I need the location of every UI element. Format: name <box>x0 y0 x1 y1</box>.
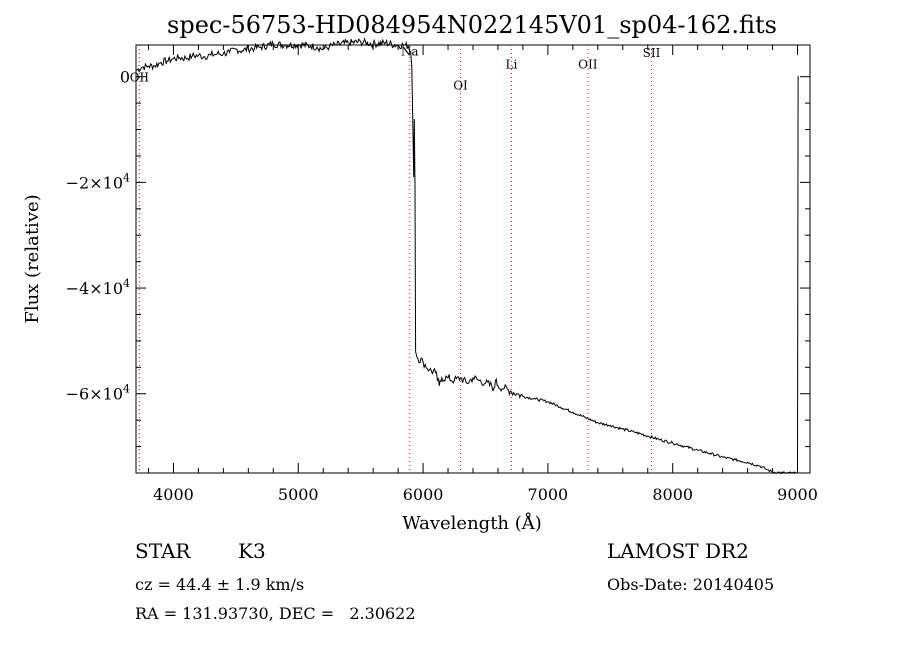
y-tick-label: −2×104 <box>66 171 130 192</box>
x-tick-label: 7000 <box>528 485 569 504</box>
spectral-line-label: Li <box>506 57 518 71</box>
x-tick-label: 9000 <box>777 485 818 504</box>
x-tick-label: 5000 <box>278 485 319 504</box>
y-axis-label: Flux (relative) <box>22 194 43 323</box>
y-tick-label: −4×104 <box>66 277 130 298</box>
object-class: STAR <box>135 539 191 563</box>
chart-title: spec-56753-HD084954N022145V01_sp04-162.f… <box>167 11 777 39</box>
axis-ticks <box>136 45 810 473</box>
spectrum-line <box>135 37 799 475</box>
x-tick-label: 6000 <box>403 485 444 504</box>
x-axis-label: Wavelength (Å) <box>402 512 542 534</box>
y-tick-labels: 0 −2×104 −4×104 −6×104 <box>66 68 130 404</box>
redshift-velocity: cz = 44.4 ± 1.9 km/s <box>135 575 305 594</box>
observation-date: Obs-Date: 20140405 <box>607 575 775 594</box>
x-tick-label: 8000 <box>652 485 693 504</box>
x-tick-label: 4000 <box>153 485 194 504</box>
sky-coordinates: RA = 131.93730, DEC = 2.30622 <box>135 604 416 623</box>
object-subclass: K3 <box>238 539 266 563</box>
y-tick-label: 0 <box>120 68 130 87</box>
plot-frame <box>135 44 811 474</box>
spectral-line-label: OII <box>130 71 150 85</box>
survey-name: LAMOST DR2 <box>607 539 749 563</box>
x-tick-labels: 4000 5000 6000 7000 8000 9000 <box>153 485 818 504</box>
y-tick-label: −6×104 <box>66 383 130 404</box>
spectral-line-label: SII <box>643 46 661 60</box>
spectral-line-label: OI <box>453 79 468 93</box>
spectral-line-label: OII <box>578 57 598 71</box>
